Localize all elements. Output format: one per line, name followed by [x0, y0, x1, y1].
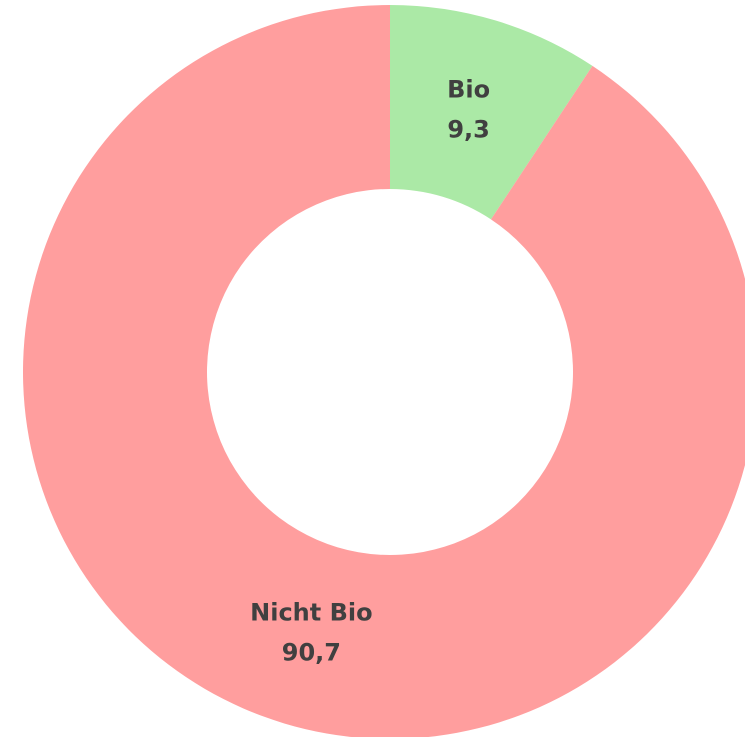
donut-slice [23, 5, 745, 737]
value-label: 90,7 [282, 638, 341, 666]
donut-slice [390, 5, 593, 220]
value-label: 9,3 [447, 116, 490, 144]
slice-label: Nicht Bio [250, 598, 372, 626]
slice-label: Bio [447, 76, 490, 104]
